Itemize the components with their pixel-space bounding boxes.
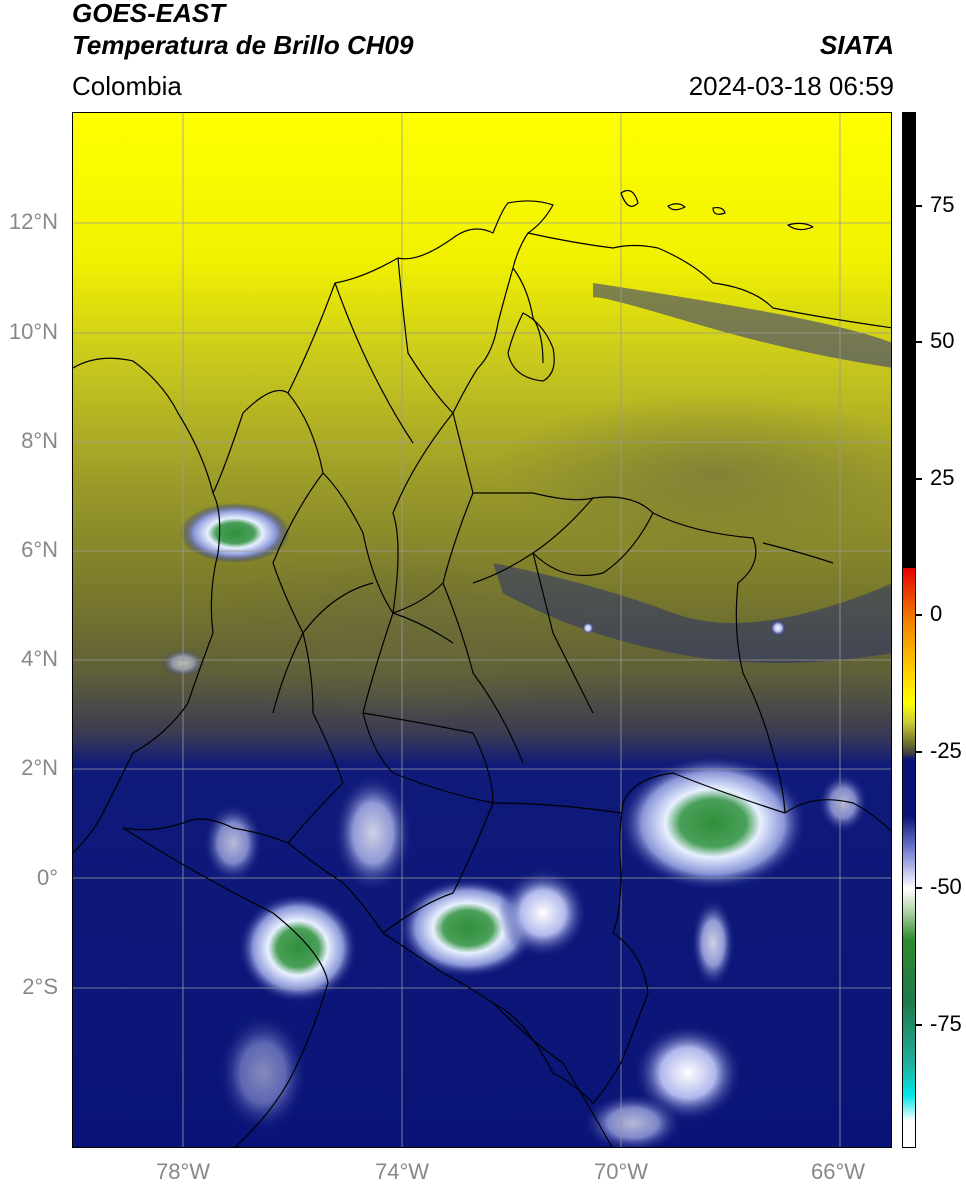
- colorbar-tick: [916, 341, 922, 343]
- cloud-wisp: [582, 622, 594, 634]
- colorbar-label: -50: [930, 874, 962, 899]
- border-brazil-peru: [492, 1002, 613, 1147]
- colorbar-label: 25: [930, 465, 955, 490]
- border-ecuador-peru: [122, 827, 329, 1147]
- islands: [620, 190, 814, 231]
- coastline-pacific: [73, 492, 221, 854]
- colorbar-tick: [916, 614, 922, 616]
- cloud-wisp: [498, 868, 588, 958]
- lat-label: 0°: [36, 865, 58, 890]
- colorbar: [902, 112, 916, 1148]
- lon-label: 66°W: [810, 1159, 866, 1184]
- region-label: Colombia: [72, 71, 182, 101]
- lat-label: 4°N: [21, 646, 58, 671]
- cloud-wisp: [218, 1013, 308, 1133]
- political-borders: [73, 190, 891, 1147]
- lat-label: 12°N: [8, 209, 58, 234]
- lake-maracaibo: [507, 312, 555, 382]
- graticule: [73, 113, 891, 1147]
- satellite-map[interactable]: [72, 112, 892, 1148]
- navy-band: [493, 563, 891, 663]
- lat-label: 2°N: [21, 755, 58, 780]
- satellite-map-svg: [73, 113, 891, 1147]
- storm-cell: [238, 893, 358, 1003]
- colorbar-label: 75: [930, 192, 955, 217]
- timestamp-label: 2024-03-18 06:59: [688, 71, 894, 101]
- border-colombia-peru: [122, 818, 494, 1004]
- colorbar-tick: [916, 751, 922, 753]
- colorbar-label: -75: [930, 1011, 962, 1036]
- coastline-venezuela: [527, 232, 891, 329]
- title-line-1: GOES-EAST: [72, 0, 226, 28]
- colorbar-tick: [916, 478, 922, 480]
- cloud-wisp: [583, 1093, 683, 1147]
- haze-patch: [493, 393, 891, 553]
- colorbar-tick: [916, 1024, 922, 1026]
- cloud-wisp: [770, 620, 786, 636]
- department-lines: [272, 257, 654, 934]
- lon-label: 70°W: [593, 1159, 649, 1184]
- colorbar-label: 50: [930, 328, 955, 353]
- cloud-wisp: [333, 773, 413, 893]
- storm-cell: [618, 755, 808, 891]
- colorbar-tick: [916, 887, 922, 889]
- brand-label: SIATA: [819, 30, 894, 60]
- haze-patch: [203, 543, 603, 723]
- lat-label: 2°S: [22, 974, 58, 999]
- colorbar-label: 0: [930, 601, 943, 626]
- lon-label: 78°W: [155, 1159, 211, 1184]
- storm-cell: [180, 503, 290, 563]
- border-venezuela-brazil: [784, 799, 891, 832]
- cloud-wisp: [691, 898, 735, 988]
- border-colombia-venezuela: [452, 267, 786, 814]
- border-colombia-brazil: [492, 772, 786, 1104]
- colorbar-label: -25: [930, 738, 962, 763]
- navy-band: [593, 283, 891, 368]
- border-venezuela-guyana: [762, 542, 834, 564]
- cloud-wisp: [818, 773, 868, 833]
- lon-label: 74°W: [374, 1159, 430, 1184]
- cloud-wisp: [203, 803, 263, 883]
- lat-label: 10°N: [8, 319, 58, 344]
- lat-label: 8°N: [21, 428, 58, 453]
- colorbar-tick: [916, 205, 922, 207]
- lat-label: 6°N: [21, 537, 58, 562]
- title-line-2: Temperatura de Brillo CH09: [72, 30, 414, 60]
